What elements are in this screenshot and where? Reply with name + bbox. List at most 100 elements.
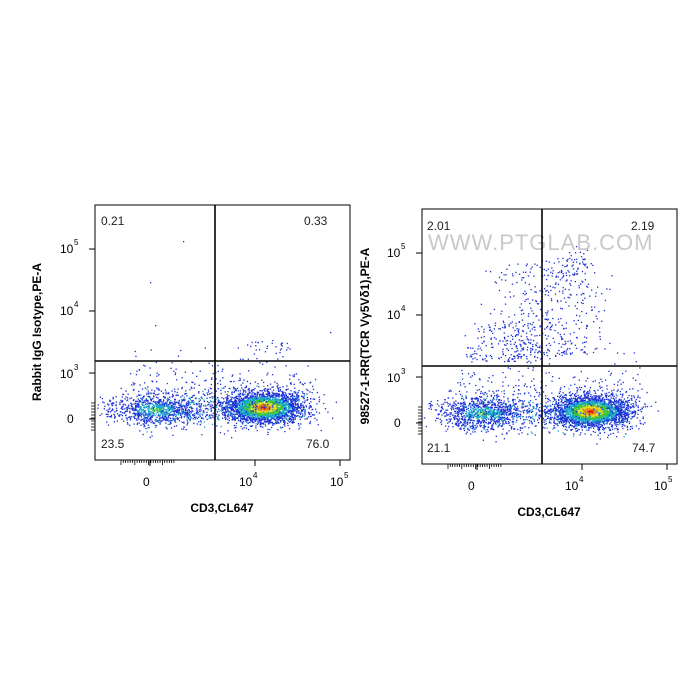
event-dot — [618, 413, 621, 415]
event-dot — [252, 410, 255, 412]
event-dot — [264, 411, 266, 413]
event-dot — [183, 411, 185, 413]
event-dot — [276, 422, 278, 424]
event-dot — [183, 412, 185, 415]
event-dot — [613, 418, 615, 420]
event-dot — [269, 403, 272, 405]
event-dot — [299, 418, 301, 420]
event-dot — [142, 423, 144, 425]
event-dot — [256, 412, 258, 414]
event-dot — [230, 413, 232, 416]
event-dot — [278, 422, 280, 424]
event-dot — [188, 408, 190, 411]
event-dot — [228, 387, 230, 389]
event-dot — [200, 420, 202, 422]
event-dot — [292, 400, 294, 403]
event-dot — [268, 406, 270, 408]
event-dot — [256, 408, 258, 410]
event-dot — [242, 408, 244, 410]
event-dot — [151, 413, 153, 415]
event-dot — [251, 396, 253, 398]
event-dot — [213, 396, 215, 398]
event-dot — [112, 402, 114, 404]
event-dot — [235, 399, 237, 402]
event-dot — [228, 412, 230, 414]
event-dot — [289, 404, 292, 406]
event-dot — [163, 412, 165, 414]
event-dot — [233, 390, 236, 393]
event-dot — [273, 418, 275, 420]
event-dot — [251, 413, 253, 416]
event-dot — [125, 417, 128, 419]
event-dot — [193, 401, 195, 403]
x-tick-exp-1e4: 4 — [253, 471, 258, 480]
event-dot — [601, 414, 603, 416]
event-dot — [611, 415, 613, 418]
event-dot — [219, 401, 221, 404]
event-dot — [147, 399, 149, 402]
event-dot — [145, 403, 147, 405]
event-dot — [263, 406, 265, 408]
event-dot — [292, 405, 294, 407]
y-tick-exp-1e3: 3 — [74, 363, 79, 372]
event-dot — [261, 403, 263, 405]
event-dot — [231, 392, 233, 394]
event-dot — [245, 418, 247, 420]
event-dot — [280, 417, 282, 419]
event-dot — [258, 413, 260, 415]
event-dot — [282, 419, 284, 422]
event-dot — [189, 416, 191, 418]
event-dot — [296, 393, 299, 395]
event-dot — [219, 431, 221, 434]
event-dot — [289, 374, 291, 376]
event-dot — [109, 411, 111, 413]
event-dot — [284, 425, 286, 427]
event-dot — [192, 407, 194, 409]
event-dot — [180, 417, 183, 419]
event-dot — [204, 388, 206, 390]
event-dot — [155, 413, 157, 415]
event-dot — [165, 422, 167, 424]
event-dot — [186, 412, 188, 414]
event-dot — [184, 412, 187, 414]
event-dot — [149, 396, 151, 398]
event-dot — [293, 399, 295, 401]
event-dot — [238, 415, 241, 417]
event-dot — [191, 407, 193, 409]
event-dot — [176, 379, 178, 381]
event-dot — [241, 411, 243, 413]
event-dot — [270, 416, 272, 418]
event-dot — [295, 404, 297, 406]
event-dot — [235, 403, 237, 405]
event-dot — [212, 412, 214, 414]
event-dot — [289, 407, 291, 409]
event-dot — [222, 417, 224, 419]
event-dot — [177, 409, 179, 411]
event-dot — [135, 409, 137, 412]
event-dot — [157, 410, 159, 412]
event-dot — [269, 410, 271, 412]
event-dot — [158, 403, 160, 405]
event-dot — [245, 391, 247, 393]
event-dot — [286, 403, 288, 405]
event-dot — [287, 398, 289, 400]
event-dot — [122, 408, 124, 410]
event-dot — [264, 423, 266, 425]
event-dot — [183, 415, 186, 418]
event-dot — [259, 407, 261, 410]
event-dot — [162, 400, 165, 402]
event-dot — [249, 382, 251, 385]
event-dot — [258, 394, 261, 396]
event-dot — [178, 410, 180, 412]
event-dot — [235, 397, 237, 399]
event-dot — [556, 423, 558, 425]
event-dot — [138, 422, 140, 424]
event-dot — [295, 407, 297, 409]
event-dot — [588, 427, 590, 429]
event-dot — [241, 387, 243, 389]
event-dot — [260, 419, 262, 422]
event-dot — [161, 415, 164, 417]
event-dot — [191, 396, 194, 398]
event-dot — [153, 404, 155, 406]
event-dot — [243, 408, 245, 410]
